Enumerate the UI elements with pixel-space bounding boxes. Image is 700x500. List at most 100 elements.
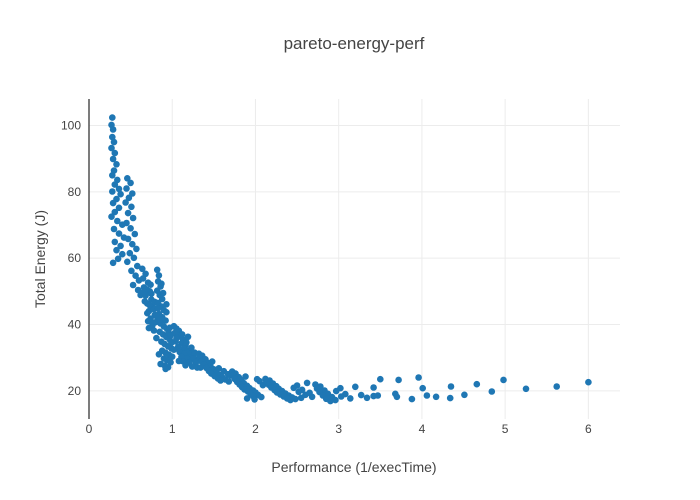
data-point[interactable] <box>225 378 233 385</box>
data-point[interactable] <box>170 346 178 354</box>
data-point[interactable] <box>158 295 166 303</box>
data-point[interactable] <box>111 181 119 188</box>
data-point[interactable] <box>488 388 496 395</box>
data-point[interactable] <box>168 353 176 361</box>
data-point[interactable] <box>423 392 431 399</box>
data-point[interactable] <box>298 386 306 394</box>
data-point[interactable] <box>242 373 249 380</box>
data-point[interactable] <box>153 266 161 274</box>
data-point[interactable] <box>446 394 454 402</box>
data-point[interactable] <box>154 304 162 312</box>
data-point[interactable] <box>129 214 137 222</box>
data-point[interactable] <box>163 301 170 308</box>
data-point[interactable] <box>162 365 169 373</box>
data-point[interactable] <box>129 281 137 289</box>
data-point[interactable] <box>292 395 299 403</box>
data-point[interactable] <box>144 317 152 325</box>
data-point[interactable] <box>123 185 130 192</box>
data-point[interactable] <box>124 175 131 182</box>
data-point[interactable] <box>208 358 216 365</box>
data-point[interactable] <box>111 208 119 216</box>
data-point[interactable] <box>217 377 224 384</box>
data-point[interactable] <box>303 379 311 387</box>
data-point[interactable] <box>153 334 160 342</box>
data-point[interactable] <box>134 262 141 270</box>
data-point[interactable] <box>297 394 305 402</box>
data-point[interactable] <box>127 225 134 232</box>
data-point[interactable] <box>109 259 117 267</box>
data-point[interactable] <box>585 378 592 386</box>
data-point[interactable] <box>183 339 190 346</box>
data-point[interactable] <box>173 335 180 342</box>
data-point[interactable] <box>149 320 157 328</box>
data-point[interactable] <box>146 302 154 309</box>
data-point[interactable] <box>115 230 123 237</box>
data-point[interactable] <box>393 393 401 401</box>
data-point[interactable] <box>178 331 186 338</box>
data-point[interactable] <box>109 199 117 207</box>
data-point[interactable] <box>432 393 440 401</box>
data-point[interactable] <box>128 267 135 275</box>
data-point[interactable] <box>109 188 116 195</box>
data-point[interactable] <box>108 144 115 152</box>
data-point[interactable] <box>352 383 359 391</box>
data-point[interactable] <box>215 365 223 372</box>
data-point[interactable] <box>131 230 139 238</box>
data-point[interactable] <box>415 374 422 381</box>
data-point[interactable] <box>123 219 130 227</box>
data-point[interactable] <box>461 391 468 399</box>
data-point[interactable] <box>111 238 119 246</box>
data-point[interactable] <box>130 254 138 262</box>
data-point[interactable] <box>113 161 120 168</box>
data-point[interactable] <box>126 249 134 257</box>
data-point[interactable] <box>150 327 158 334</box>
data-point[interactable] <box>377 375 384 383</box>
data-point[interactable] <box>129 240 136 248</box>
data-point[interactable] <box>110 138 118 146</box>
data-point[interactable] <box>176 348 183 356</box>
data-point[interactable] <box>408 395 416 403</box>
data-point[interactable] <box>155 351 163 358</box>
data-point[interactable] <box>155 272 163 279</box>
data-point[interactable] <box>125 194 133 202</box>
data-point[interactable] <box>119 250 126 258</box>
data-point[interactable] <box>133 245 140 253</box>
data-point[interactable] <box>122 199 129 206</box>
data-point[interactable] <box>308 393 316 401</box>
data-point[interactable] <box>124 235 132 243</box>
data-point[interactable] <box>144 309 151 317</box>
data-point[interactable] <box>141 298 149 305</box>
data-point[interactable] <box>147 281 154 289</box>
data-point[interactable] <box>128 203 135 211</box>
data-point[interactable] <box>117 190 124 198</box>
data-point[interactable] <box>293 382 301 389</box>
data-point[interactable] <box>167 359 174 366</box>
data-point[interactable] <box>347 395 354 402</box>
data-point[interactable] <box>163 308 170 316</box>
data-point[interactable] <box>115 185 123 193</box>
data-point[interactable] <box>357 391 365 399</box>
data-point[interactable] <box>156 316 163 323</box>
data-point[interactable] <box>175 357 183 365</box>
data-point[interactable] <box>139 265 146 273</box>
data-point[interactable] <box>197 364 204 371</box>
data-point[interactable] <box>114 255 122 263</box>
data-point[interactable] <box>251 396 258 403</box>
data-point[interactable] <box>109 172 116 179</box>
data-point[interactable] <box>132 272 139 280</box>
data-point[interactable] <box>140 288 148 296</box>
data-point[interactable] <box>110 225 118 233</box>
data-point[interactable] <box>258 393 265 401</box>
data-point[interactable] <box>243 395 251 402</box>
data-point[interactable] <box>363 394 371 402</box>
data-point[interactable] <box>111 149 119 157</box>
data-point[interactable] <box>287 396 294 404</box>
data-point[interactable] <box>184 333 192 341</box>
data-point[interactable] <box>327 397 334 405</box>
data-point[interactable] <box>332 387 340 395</box>
data-point[interactable] <box>395 376 402 384</box>
data-point[interactable] <box>447 383 455 390</box>
data-point[interactable] <box>419 384 427 392</box>
data-point[interactable] <box>127 179 134 187</box>
